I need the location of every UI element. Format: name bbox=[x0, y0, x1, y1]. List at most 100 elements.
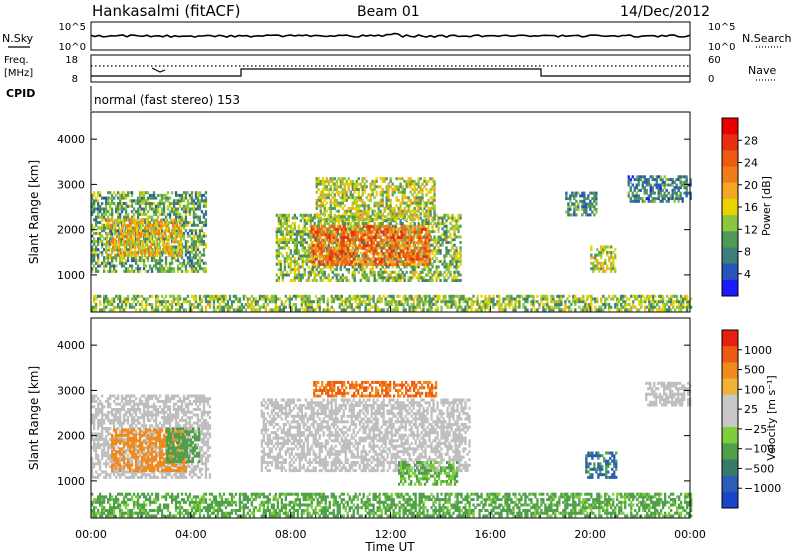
heatmap-cell-8 bbox=[282, 305, 285, 309]
heatmap-cell-4 bbox=[315, 204, 318, 208]
heatmap-cell-4 bbox=[385, 185, 388, 189]
heatmap-cell-0 bbox=[204, 245, 208, 249]
heatmap-cell-8 bbox=[111, 300, 114, 304]
heatmap-cell-0 bbox=[174, 191, 178, 195]
heatmap-cell-0 bbox=[180, 264, 184, 268]
heatmap-cell-2 bbox=[365, 276, 368, 280]
heatmap-cell-4 bbox=[367, 215, 370, 219]
heatmap-cell-2 bbox=[445, 279, 448, 282]
heatmap-cell-8 bbox=[398, 294, 401, 298]
heatmap-cell-6 bbox=[565, 197, 568, 201]
heatmap-cell-8 bbox=[220, 305, 224, 309]
heatmap-cell-1 bbox=[116, 232, 119, 236]
heatmap-cell-2 bbox=[419, 216, 422, 220]
heatmap-cell-0 bbox=[119, 261, 122, 265]
heatmap-cell-0 bbox=[186, 259, 190, 263]
heatmap-cell-2 bbox=[289, 235, 292, 239]
heatmap-cell-0 bbox=[168, 196, 172, 200]
heatmap-cell-0 bbox=[184, 240, 188, 244]
heatmap-cell-4 bbox=[323, 196, 326, 200]
heatmap-cell-0 bbox=[176, 210, 180, 214]
heatmap-cell-4 bbox=[375, 212, 378, 216]
heatmap-cell-8 bbox=[206, 300, 210, 304]
heatmap-cell-2 bbox=[369, 273, 372, 277]
heatmap-cell-8 bbox=[252, 297, 255, 301]
heatmap-cell-2 bbox=[297, 273, 300, 277]
heatmap-cell-5 bbox=[604, 261, 607, 265]
heatmap-cell-8 bbox=[130, 305, 134, 309]
heatmap-cell-8 bbox=[412, 308, 415, 312]
heatmap-cell-8 bbox=[338, 297, 341, 301]
heatmap-cell-8 bbox=[286, 297, 289, 301]
heatmap-cell-4 bbox=[337, 201, 340, 205]
heatmap-cell-3 bbox=[358, 230, 361, 234]
heatmap-cell-3 bbox=[424, 227, 427, 231]
heatmap-cell-8 bbox=[232, 308, 236, 312]
heatmap-cell-8 bbox=[95, 303, 98, 306]
heatmap-cell-7 bbox=[685, 186, 688, 190]
heatmap-cell-7 bbox=[635, 178, 638, 182]
heatmap-cell-2 bbox=[283, 260, 286, 263]
heatmap-cell-8 bbox=[164, 300, 168, 304]
heatmap-cell-0 bbox=[97, 256, 100, 260]
heatmap-cell-7 bbox=[655, 186, 658, 190]
heatmap-cell-0 bbox=[109, 264, 112, 268]
heatmap-cell-3 bbox=[312, 244, 315, 248]
heatmap-cell-4 bbox=[329, 209, 332, 213]
heatmap-cell-0 bbox=[146, 259, 150, 263]
heatmap-cell-3 bbox=[372, 249, 375, 253]
heatmap-cell-2 bbox=[289, 260, 292, 263]
heatmap-cell-0 bbox=[192, 253, 196, 257]
heatmap-cell-8 bbox=[190, 308, 194, 312]
heatmap-cell-8 bbox=[348, 294, 351, 298]
heatmap-cell-3 bbox=[338, 260, 341, 264]
heatmap-cell-1 bbox=[153, 224, 157, 228]
noise-right-tick-top: 10^5 bbox=[708, 22, 735, 33]
heatmap-cell-4 bbox=[425, 193, 428, 197]
heatmap-cell-2 bbox=[393, 279, 396, 282]
heatmap-cell-4 bbox=[325, 177, 328, 181]
heatmap-cell-3 bbox=[374, 236, 377, 239]
heatmap-cell-0 bbox=[119, 256, 122, 260]
heatmap-cell-6 bbox=[581, 205, 584, 209]
heatmap-cell-2 bbox=[457, 235, 460, 239]
heatmap-cell-3 bbox=[310, 227, 313, 231]
heatmap-cell-3 bbox=[418, 236, 421, 239]
heatmap-cell-8 bbox=[182, 300, 186, 304]
heatmap-cell-2 bbox=[287, 232, 290, 236]
heatmap-cell-4 bbox=[411, 182, 414, 186]
heatmap-cell-0 bbox=[198, 231, 202, 235]
heatmap-cell-0 bbox=[130, 264, 134, 268]
heatmap-cell-8 bbox=[378, 294, 381, 298]
heatmap-cell-8 bbox=[278, 297, 281, 301]
heatmap-cell-8 bbox=[113, 308, 116, 312]
heatmap-cell-4 bbox=[325, 201, 328, 205]
heatmap-cell-3 bbox=[418, 230, 421, 234]
heatmap-cell-3 bbox=[346, 249, 349, 253]
heatmap-cell-0 bbox=[172, 245, 176, 249]
heatmap-cell-0 bbox=[198, 267, 202, 271]
heatmap-cell-0 bbox=[182, 207, 186, 211]
heatmap-cell-1 bbox=[151, 229, 155, 233]
heatmap-cell-7 bbox=[689, 194, 692, 198]
heatmap-cell-2 bbox=[353, 222, 356, 225]
heatmap-cell-2 bbox=[455, 224, 458, 228]
heatmap-cell-4 bbox=[361, 188, 364, 191]
heatmap-cell-7 bbox=[631, 183, 634, 187]
heatmap-cell-8 bbox=[156, 294, 160, 298]
heatmap-cell-2 bbox=[297, 276, 300, 280]
heatmap-cell-2 bbox=[453, 249, 456, 253]
heatmap-cell-0 bbox=[93, 210, 96, 214]
heatmap-cell-4 bbox=[385, 198, 388, 202]
heatmap-cell-0 bbox=[101, 215, 104, 219]
heatmap-cell-0 bbox=[176, 269, 180, 273]
heatmap-cell-3 bbox=[384, 241, 387, 245]
heatmap-cell-8 bbox=[366, 303, 369, 306]
heatmap-cell-8 bbox=[250, 305, 253, 309]
heatmap-cell-8 bbox=[278, 308, 281, 312]
heatmap-cell-0 bbox=[152, 259, 156, 263]
heatmap-cell-4 bbox=[421, 198, 424, 202]
heatmap-cell-0 bbox=[180, 199, 184, 203]
heatmap-cell-7 bbox=[683, 186, 686, 190]
heatmap-cell-8 bbox=[140, 300, 144, 304]
